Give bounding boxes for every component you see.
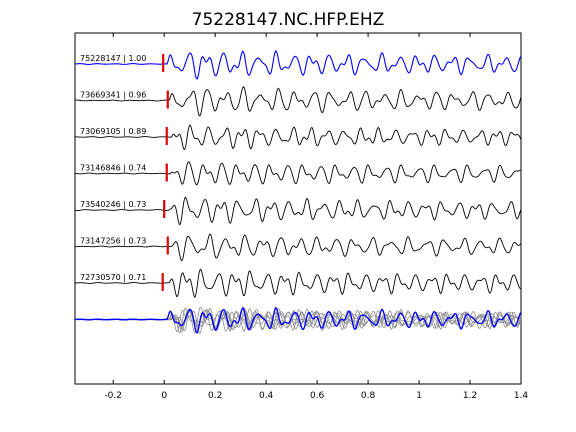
trace-label-2: 73669341 | 0.96 (80, 91, 146, 100)
trace-5 (74, 196, 522, 226)
trace-label-4: 73146846 | 0.74 (80, 164, 146, 173)
trace-label-1: 75228147 | 1.00 (80, 54, 146, 63)
x-tick-label: -0.2 (104, 391, 122, 401)
x-tick-label: 0.6 (310, 391, 325, 401)
x-axis: -0.2 0 0.2 0.4 0.6 0.8 1 1.2 1.4 (104, 33, 528, 401)
stacked-overlay-group (74, 306, 522, 334)
trace-6 (74, 233, 522, 262)
x-tick-label: 0.8 (361, 391, 376, 401)
trace-7 (74, 268, 522, 298)
trace-4 (74, 161, 522, 186)
pick-marker-group (161, 54, 169, 291)
trace-label-3: 73069105 | 0.89 (80, 127, 146, 136)
x-tick-label: 1.4 (514, 391, 529, 401)
overlay-master-trace (74, 306, 522, 334)
plot-frame (74, 32, 522, 385)
trace-group (74, 50, 522, 298)
x-tick-label: 1.2 (463, 391, 477, 401)
trace-3 (74, 124, 522, 150)
trace-label-6: 73147256 | 0.73 (80, 237, 146, 246)
trace-label-5: 73540246 | 0.73 (80, 200, 146, 209)
trace-2 (74, 86, 522, 117)
x-tick-label: 1 (416, 391, 422, 401)
trace-label-group: 75228147 | 1.00 73669341 | 0.96 73069105 |… (80, 54, 146, 282)
x-tick-label: 0.2 (208, 391, 222, 401)
x-tick-label: 0.4 (259, 391, 274, 401)
x-tick-label: 0 (161, 391, 167, 401)
chart-title: 75228147.NC.HFP.EHZ (192, 10, 385, 30)
trace-1 (74, 50, 522, 80)
trace-label-7: 72730570 | 0.71 (80, 273, 146, 282)
